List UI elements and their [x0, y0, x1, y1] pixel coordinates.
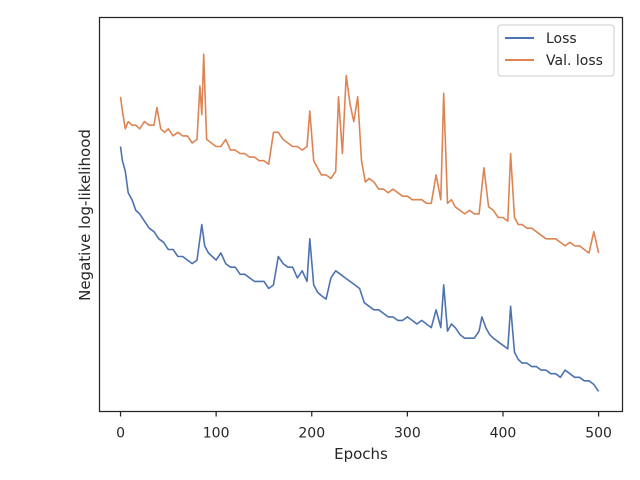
- plot-frame: [98, 16, 624, 413]
- x-tick-label: 300: [394, 426, 421, 442]
- series-line-loss: [119, 146, 600, 392]
- legend-label-loss: Loss: [546, 31, 577, 47]
- x-tick-label: 100: [203, 426, 230, 442]
- legend-label-val-loss: Val. loss: [546, 53, 603, 69]
- x-tick-label: 400: [490, 426, 517, 442]
- x-axis-ticks: 0 100 200 300 400 500: [116, 411, 612, 442]
- x-axis-label: Epochs: [334, 445, 388, 463]
- series-line-val-loss: [119, 53, 600, 254]
- x-tick-label: 0: [116, 426, 125, 442]
- x-tick-label: 500: [585, 426, 612, 442]
- x-tick-label: 200: [298, 426, 325, 442]
- legend: Loss Val. loss: [497, 24, 615, 77]
- y-axis-label: Negative log-likelihood: [76, 129, 94, 301]
- series-lines: [119, 53, 600, 392]
